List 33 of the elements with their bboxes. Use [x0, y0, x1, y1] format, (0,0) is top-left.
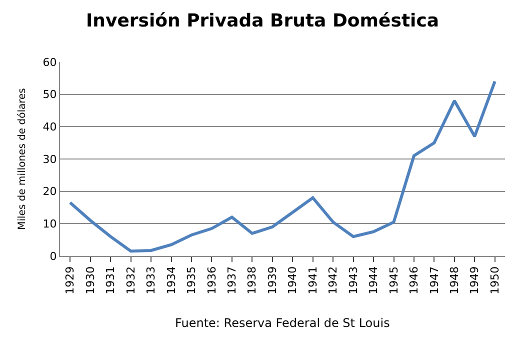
x-tick-label: 1933 [144, 266, 158, 294]
y-axis-title: Miles de millones de dólares [16, 88, 28, 230]
x-tick-label: 1949 [468, 266, 482, 294]
x-tick-label: 1932 [124, 266, 138, 294]
x-tick-label: 1931 [104, 266, 118, 294]
x-tick-label: 1936 [205, 266, 218, 294]
x-tick-label: 1939 [266, 266, 279, 294]
x-tick-label: 1943 [346, 266, 360, 294]
x-tick-label: 1935 [185, 266, 198, 294]
x-tick-label: 1944 [367, 266, 380, 294]
x-tick-label: 1941 [306, 266, 320, 294]
y-tick-label: 20 [42, 185, 57, 198]
y-tick-label: 0 [50, 250, 57, 263]
y-tick-label: 30 [42, 152, 57, 166]
x-tick-label: 1950 [488, 266, 502, 294]
x-tick-label: 1940 [286, 266, 300, 294]
x-tick-label: 1942 [326, 266, 340, 294]
x-tick-label: 1945 [387, 266, 400, 294]
y-tick-label: 50 [42, 88, 57, 102]
x-tick-label: 1937 [226, 266, 239, 294]
x-tick-label: 1934 [164, 266, 178, 294]
chart-title: Inversión Privada Bruta Doméstica [86, 10, 440, 32]
line-series [68, 80, 496, 253]
y-tick-label: 10 [42, 218, 57, 231]
x-tick-label: 1948 [448, 266, 462, 294]
x-tick-label: 1930 [84, 266, 97, 294]
source-note: Fuente: Reserva Federal de St Louis [175, 316, 390, 330]
x-tick-label: 1946 [408, 266, 421, 294]
x-tick-label: 1938 [246, 266, 259, 294]
y-tick-label: 60 [42, 56, 57, 69]
x-tick-label: 1929 [64, 266, 77, 294]
x-tick-label: 1947 [428, 266, 441, 294]
y-tick-label: 40 [42, 120, 57, 134]
